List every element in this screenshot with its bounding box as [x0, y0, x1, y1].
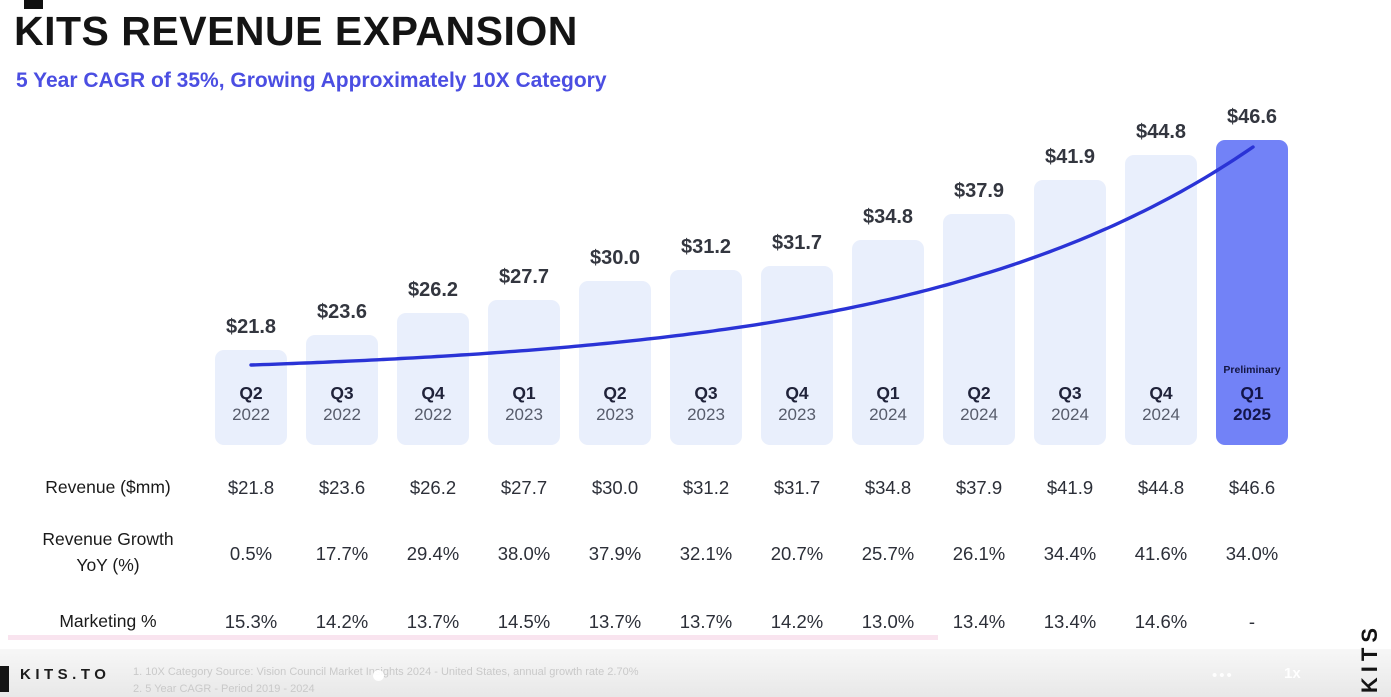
- bar-year-label-q2-2024: 2024: [960, 405, 998, 424]
- bar-year-label-q4-2024: 2024: [1142, 405, 1180, 424]
- table-cell-r1-c6: 20.7%: [770, 543, 824, 564]
- bar-quarter-label-q3-2023: Q3: [694, 383, 718, 403]
- table-cell-r1-c3: 38.0%: [497, 543, 551, 564]
- table-cell-r2-c1: 14.2%: [315, 611, 369, 632]
- table-cell-r0-c0: $21.8: [227, 477, 275, 498]
- page-title: KITS REVENUE EXPANSION: [14, 8, 578, 54]
- bar-quarter-label-q1-2024: Q1: [876, 383, 900, 403]
- table-row-label-0: Revenue ($mm): [45, 477, 171, 497]
- table-cell-r0-c11: $46.6: [1228, 477, 1276, 498]
- bar-value-label-q4-2023: $31.7: [771, 232, 823, 255]
- bar-value-label-q3-2024: $41.9: [1044, 145, 1096, 168]
- table-row-label-2: Marketing %: [59, 611, 157, 631]
- table-cell-r1-c9: 34.4%: [1043, 543, 1097, 564]
- table-cell-r1-c4: 37.9%: [588, 543, 642, 564]
- table-cell-r1-c2: 29.4%: [406, 543, 460, 564]
- preliminary-label: Preliminary: [1223, 364, 1281, 376]
- bar-quarter-label-q4-2024: Q4: [1149, 383, 1173, 403]
- table-cell-r0-c10: $44.8: [1137, 477, 1185, 498]
- marketing-row-underline: [8, 635, 938, 640]
- table-cell-r2-c8: 13.4%: [952, 611, 1006, 632]
- player-progress-mark: [0, 666, 9, 692]
- table-cell-r2-c9: 13.4%: [1043, 611, 1097, 632]
- bar-quarter-label-q1-2023: Q1: [512, 383, 536, 403]
- bar-value-label-q1-2025: $46.6: [1226, 105, 1278, 128]
- table-row-label-1: YoY (%): [76, 555, 140, 575]
- page-subtitle: 5 Year CAGR of 35%, Growing Approximatel…: [16, 69, 607, 92]
- bar-year-label-q3-2023: 2023: [687, 405, 725, 424]
- top-edge-mark: [24, 0, 43, 9]
- player-bottom-band: [0, 649, 1391, 697]
- table-cell-r1-c10: 41.6%: [1134, 543, 1188, 564]
- bar-year-label-q3-2024: 2024: [1051, 405, 1089, 424]
- bar-year-label-q1-2025: 2025: [1233, 405, 1271, 424]
- bar-quarter-label-q3-2024: Q3: [1058, 383, 1082, 403]
- bar-value-label-q1-2023: $27.7: [498, 266, 550, 289]
- table-cell-r1-c7: 25.7%: [861, 543, 915, 564]
- bar-quarter-label-q3-2022: Q3: [330, 383, 354, 403]
- table-cell-r0-c2: $26.2: [409, 477, 457, 498]
- table-cell-r0-c8: $37.9: [955, 477, 1003, 498]
- playback-speed-button[interactable]: 1x: [1284, 665, 1301, 682]
- bar-year-label-q1-2023: 2023: [505, 405, 543, 424]
- table-cell-r1-c8: 26.1%: [952, 543, 1006, 564]
- table-cell-r2-c10: 14.6%: [1134, 611, 1188, 632]
- table-cell-r2-c5: 13.7%: [679, 611, 733, 632]
- table-cell-r1-c0: 0.5%: [229, 543, 273, 564]
- table-cell-r2-c2: 13.7%: [406, 611, 460, 632]
- bar-quarter-label-q2-2024: Q2: [967, 383, 991, 403]
- bar-quarter-label-q4-2023: Q4: [785, 383, 809, 403]
- player-menu-button[interactable]: •••: [1212, 667, 1234, 684]
- bar-value-label-q4-2022: $26.2: [407, 278, 459, 301]
- bar-year-label-q4-2023: 2023: [778, 405, 816, 424]
- kits-to-logo: KITS.TO: [20, 666, 111, 683]
- table-row-label-1: Revenue Growth: [42, 529, 174, 549]
- bar-value-label-q2-2023: $30.0: [589, 246, 641, 269]
- table-cell-r2-c6: 14.2%: [770, 611, 824, 632]
- table-cell-r0-c3: $27.7: [500, 477, 548, 498]
- table-cell-r2-c11: -: [1248, 611, 1256, 632]
- bar-quarter-label-q2-2022: Q2: [239, 383, 263, 403]
- bar-year-label-q2-2023: 2023: [596, 405, 634, 424]
- table-cell-r2-c4: 13.7%: [588, 611, 642, 632]
- footnote-2: 2. 5 Year CAGR - Period 2019 - 2024: [133, 683, 315, 695]
- table-cell-r0-c6: $31.7: [773, 477, 821, 498]
- table-cell-r0-c5: $31.2: [682, 477, 730, 498]
- bar-value-label-q1-2024: $34.8: [862, 205, 914, 228]
- table-cell-r1-c11: 34.0%: [1225, 543, 1279, 564]
- table-cell-r0-c7: $34.8: [864, 477, 912, 498]
- table-cell-r1-c1: 17.7%: [315, 543, 369, 564]
- table-cell-r2-c0: 15.3%: [224, 611, 278, 632]
- bar-year-label-q3-2022: 2022: [323, 405, 361, 424]
- bar-value-label-q3-2023: $31.2: [680, 236, 732, 259]
- table-cell-r0-c9: $41.9: [1046, 477, 1094, 498]
- bar-year-label-q4-2022: 2022: [414, 405, 452, 424]
- bar-quarter-label-q2-2023: Q2: [603, 383, 627, 403]
- bar-value-label-q3-2022: $23.6: [316, 300, 368, 323]
- player-scrubber-dot-icon[interactable]: [373, 670, 384, 681]
- table-cell-r2-c3: 14.5%: [497, 611, 551, 632]
- bar-quarter-label-q1-2025: Q1: [1240, 383, 1264, 403]
- table-cell-r1-c5: 32.1%: [679, 543, 733, 564]
- bar-year-label-q1-2024: 2024: [869, 405, 907, 424]
- table-cell-r0-c4: $30.0: [591, 477, 639, 498]
- bar-year-label-q2-2022: 2022: [232, 405, 270, 424]
- bar-quarter-label-q4-2022: Q4: [421, 383, 445, 403]
- bar-value-label-q2-2024: $37.9: [953, 179, 1005, 202]
- table-cell-r2-c7: 13.0%: [861, 611, 915, 632]
- kits-vertical-watermark: KITS: [1357, 622, 1382, 693]
- footnote-1: 1. 10X Category Source: Vision Council M…: [133, 666, 639, 678]
- bar-value-label-q2-2022: $21.8: [225, 315, 277, 338]
- bar-value-label-q4-2024: $44.8: [1135, 121, 1187, 144]
- table-cell-r0-c1: $23.6: [318, 477, 366, 498]
